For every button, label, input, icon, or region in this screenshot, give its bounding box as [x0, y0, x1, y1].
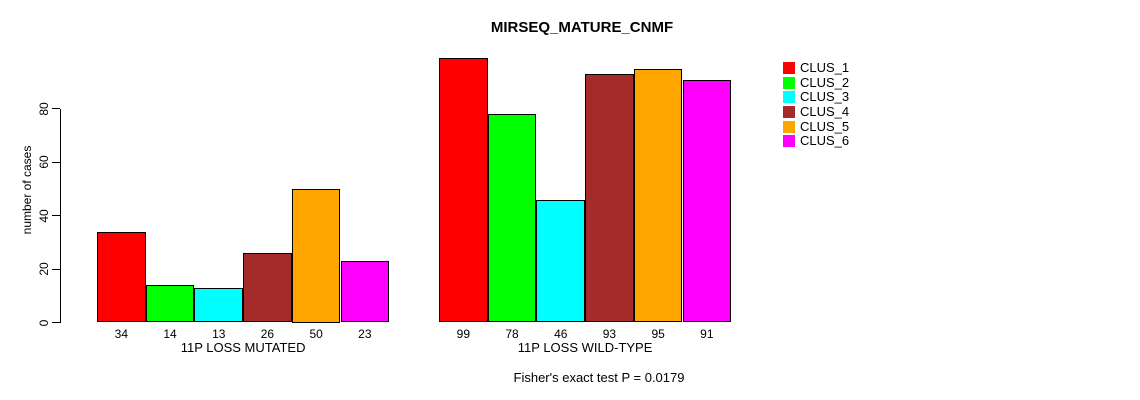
bar-value-label: 93: [602, 327, 617, 341]
bar-g1-clus_2: [487, 114, 537, 323]
bar-g0-clus_6: [340, 261, 390, 323]
y-tick-label: 80: [37, 102, 51, 116]
legend-swatch: [783, 106, 795, 119]
bar-value-label: 13: [212, 327, 226, 341]
bar-g1-clus_4: [585, 74, 634, 323]
y-axis-line: [60, 108, 61, 323]
y-tick: [52, 322, 60, 323]
bar-value-label: 34: [114, 327, 129, 341]
legend-item-clus_2: CLUS_2: [783, 74, 850, 90]
bar-g1-clus_6: [682, 79, 732, 323]
legend-swatch: [783, 62, 795, 74]
bar-value-label: 78: [505, 327, 519, 341]
bar-g1-clus_5: [633, 68, 683, 323]
chart-title: MIRSEQ_MATURE_CNMF: [490, 19, 674, 36]
legend-swatch: [783, 120, 795, 133]
bar-value-label: 95: [651, 327, 665, 341]
legend: CLUS_1 CLUS_2 CLUS_3 CLUS_4 CLUS_5 CLUS_6: [783, 60, 850, 150]
legend-swatch: [783, 91, 795, 104]
bar-g1-clus_3: [536, 199, 586, 323]
legend-item-clus_3: CLUS_3: [783, 89, 850, 105]
legend-label: CLUS_3: [800, 89, 850, 105]
bar-g0-clus_5: [291, 189, 341, 323]
legend-item-clus_6: CLUS_6: [783, 133, 850, 149]
y-tick-label: 0: [37, 319, 51, 326]
y-tick: [52, 268, 60, 270]
legend-swatch: [783, 76, 795, 89]
y-tick: [52, 161, 60, 163]
legend-label: CLUS_1: [800, 60, 850, 75]
stats-caption: Fisher's exact test P = 0.0179: [513, 370, 685, 385]
y-tick: [52, 108, 60, 110]
legend-label: CLUS_6: [800, 133, 850, 149]
bar-value-label: 91: [700, 327, 714, 341]
legend-label: CLUS_4: [800, 104, 850, 120]
y-tick-label: 60: [37, 155, 51, 169]
bar-value-label: 23: [358, 327, 372, 341]
y-tick-label: 40: [37, 209, 51, 223]
bar-g0-clus_1: [97, 231, 146, 323]
x-group-label-mutated: 11P LOSS MUTATED: [180, 340, 306, 355]
legend-swatch: [783, 135, 795, 148]
y-axis-label: number of cases: [20, 145, 34, 235]
bar-value-label: 14: [163, 327, 177, 341]
bar-g0-clus_4: [243, 253, 292, 323]
bar-value-label: 99: [456, 327, 471, 341]
legend-item-clus_5: CLUS_5: [783, 118, 850, 134]
x-group-label-wildtype: 11P LOSS WILD-TYPE: [517, 340, 653, 355]
y-tick-label: 20: [37, 262, 51, 276]
legend-item-clus_4: CLUS_4: [783, 104, 850, 120]
legend-label: CLUS_2: [800, 74, 850, 90]
y-tick: [52, 215, 60, 217]
legend-item-clus_1: CLUS_1: [783, 60, 850, 75]
bar-value-label: 26: [260, 327, 275, 341]
bar-g1-clus_1: [439, 58, 488, 323]
bar-value-label: 50: [309, 327, 323, 341]
bar-g0-clus_2: [145, 285, 195, 323]
bar-value-label: 46: [554, 327, 568, 341]
legend-label: CLUS_5: [800, 118, 850, 134]
bar-g0-clus_3: [194, 287, 244, 323]
